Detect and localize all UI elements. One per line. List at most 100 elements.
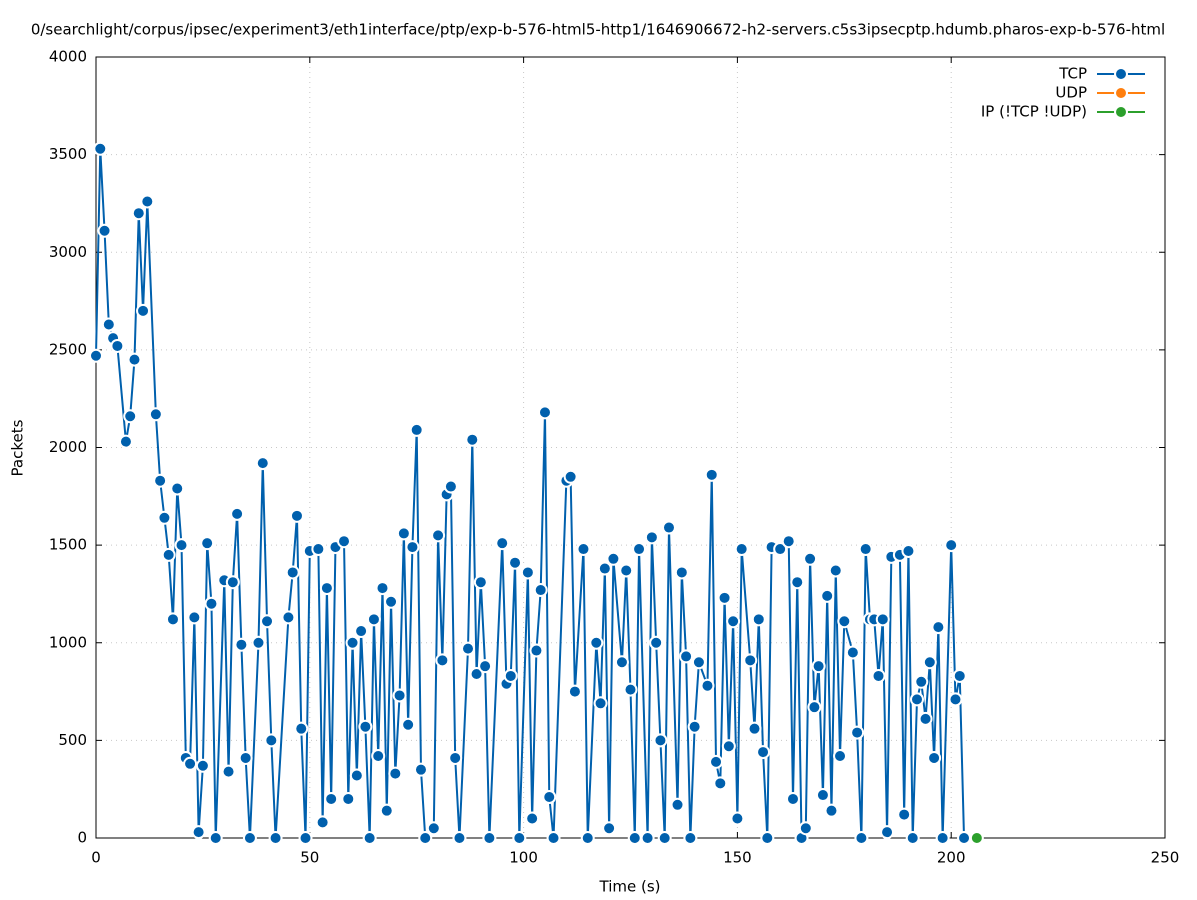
y-tick-label: 2000: [49, 438, 87, 456]
data-point: [580, 831, 595, 845]
data-point: [469, 666, 484, 681]
data-point: [640, 831, 655, 845]
data-point: [734, 542, 749, 557]
data-point: [315, 815, 330, 830]
data-point: [820, 588, 835, 603]
data-point: [602, 821, 617, 836]
legend-marker: [1114, 86, 1128, 100]
data-point: [392, 688, 407, 703]
data-point: [914, 674, 929, 689]
data-point: [811, 659, 826, 674]
data-point: [614, 655, 629, 670]
data-point: [687, 719, 702, 734]
data-point: [944, 538, 959, 553]
data-point: [726, 614, 741, 629]
data-point: [854, 831, 869, 845]
data-point: [495, 536, 510, 551]
data-point: [242, 831, 257, 845]
data-point: [268, 831, 283, 845]
y-tick-label: 3000: [49, 243, 87, 261]
data-point: [97, 223, 112, 238]
legend-label: TCP: [1058, 65, 1087, 83]
data-point: [93, 141, 108, 156]
data-point: [448, 750, 463, 765]
y-tick-label: 3500: [49, 145, 87, 163]
data-point: [311, 542, 326, 557]
data-point: [473, 575, 488, 590]
data-point: [756, 745, 771, 760]
data-point: [110, 338, 125, 353]
data-point: [157, 510, 172, 525]
data-point: [957, 831, 972, 845]
data-point: [341, 791, 356, 806]
data-point: [345, 635, 360, 650]
data-point: [426, 821, 441, 836]
data-point: [461, 641, 476, 656]
data-point: [388, 766, 403, 781]
data-point: [401, 717, 416, 732]
data-point: [208, 831, 223, 845]
data-point: [465, 432, 480, 447]
x-tick-label: 100: [509, 849, 538, 867]
data-point: [969, 831, 984, 845]
data-point: [294, 721, 309, 736]
x-tick-label: 200: [937, 849, 966, 867]
data-point: [781, 534, 796, 549]
data-point: [324, 791, 339, 806]
data-point: [349, 768, 364, 783]
data-point: [653, 733, 668, 748]
data-point: [452, 831, 467, 845]
data-point: [948, 692, 963, 707]
legend-label: IP (!TCP !UDP): [981, 103, 1087, 121]
data-point: [922, 655, 937, 670]
data-point: [858, 542, 873, 557]
data-point: [375, 581, 390, 596]
data-point: [807, 700, 822, 715]
data-point: [606, 551, 621, 566]
data-point: [431, 528, 446, 543]
data-point: [909, 692, 924, 707]
data-point: [234, 637, 249, 652]
data-point: [657, 831, 672, 845]
data-point: [165, 612, 180, 627]
data-point: [837, 614, 852, 629]
data-point: [700, 678, 715, 693]
data-point: [200, 536, 215, 551]
data-point: [289, 508, 304, 523]
x-axis-label: Time (s): [599, 878, 661, 896]
data-point: [828, 563, 843, 578]
data-point: [89, 348, 103, 363]
data-point: [927, 750, 942, 765]
data-point: [850, 725, 865, 740]
data-point: [593, 696, 608, 711]
data-point: [880, 825, 895, 840]
y-axis-label: Packets: [9, 419, 27, 476]
legend-marker: [1114, 105, 1128, 119]
data-point: [131, 206, 146, 221]
legend-label: UDP: [1055, 84, 1087, 102]
data-point: [935, 831, 950, 845]
data-point: [264, 733, 279, 748]
y-tick-label: 0: [77, 829, 87, 847]
data-point: [845, 645, 860, 660]
data-point: [576, 542, 591, 557]
data-point: [187, 610, 202, 625]
data-point: [670, 797, 685, 812]
data-point: [337, 534, 352, 549]
data-point: [721, 739, 736, 754]
data-point: [897, 807, 912, 822]
data-point: [285, 565, 300, 580]
data-point: [230, 506, 245, 521]
data-point: [931, 620, 946, 635]
data-point: [255, 456, 270, 471]
data-point: [183, 756, 198, 771]
data-point: [632, 542, 647, 557]
data-point: [589, 635, 604, 650]
data-point: [567, 684, 582, 699]
data-point: [512, 831, 527, 845]
data-point: [520, 565, 535, 580]
y-tick-label: 1000: [49, 633, 87, 651]
data-point: [649, 635, 664, 650]
data-point: [191, 825, 206, 840]
data-point: [563, 469, 578, 484]
